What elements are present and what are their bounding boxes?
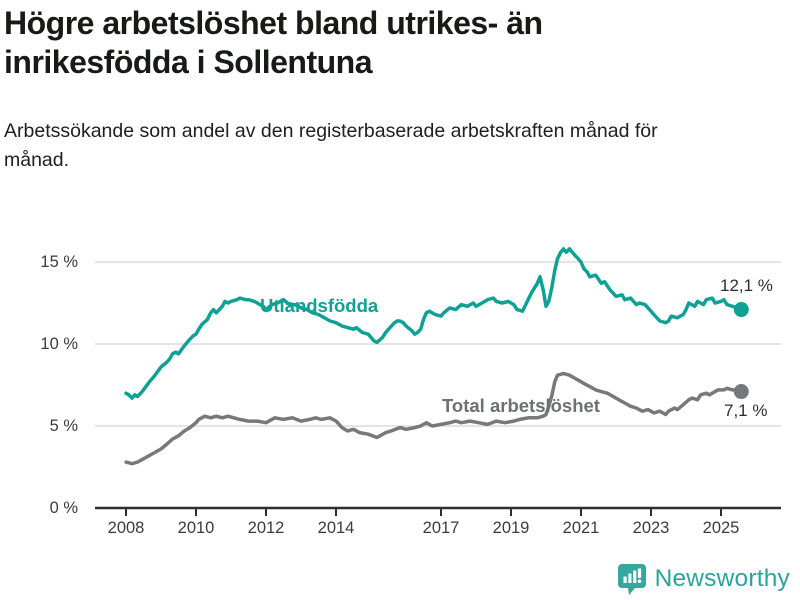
x-tick-label: 2021: [562, 519, 600, 537]
y-tick-label: 0 %: [49, 499, 78, 517]
gridlines: [95, 261, 781, 427]
chart-subtitle: Arbetssökande som andel av den registerb…: [4, 120, 658, 172]
x-tick-label: 2017: [422, 519, 460, 537]
y-tick-label: 15 %: [40, 253, 78, 271]
end-value-label-utlandsfodda: 12,1 %: [720, 276, 773, 295]
chart-series: [124, 247, 749, 466]
x-tick-label: 2012: [247, 519, 285, 537]
y-tick-label: 10 %: [40, 335, 78, 353]
x-tick-label: 2014: [317, 519, 355, 537]
bar-chart-speech-bubble-icon: [617, 563, 646, 595]
x-tick-label: 2023: [632, 519, 670, 537]
x-axis: [95, 506, 781, 516]
series-end-dot-1: [733, 384, 749, 400]
x-tick-label: 2010: [177, 519, 215, 537]
series-label-total-arbetsloshet: Total arbetslöshet: [442, 395, 600, 416]
x-tick-label: 2019: [492, 519, 530, 537]
series-label-utlandsfodda: Utlandsfödda: [260, 295, 379, 316]
series-line-0: [124, 247, 744, 400]
x-tick-label: 2025: [702, 519, 740, 537]
series-line-1: [124, 371, 744, 466]
page-title: Högre arbetslöshet bland utrikes- än inr…: [4, 5, 543, 81]
end-value-label-total: 7,1 %: [724, 401, 768, 420]
logo-text: Newsworthy: [654, 565, 790, 592]
newsworthy-logo[interactable]: Newsworthy: [617, 562, 790, 596]
y-tick-label: 5 %: [49, 417, 78, 435]
series-end-dot-0: [733, 302, 749, 318]
x-tick-label: 2008: [107, 519, 145, 537]
